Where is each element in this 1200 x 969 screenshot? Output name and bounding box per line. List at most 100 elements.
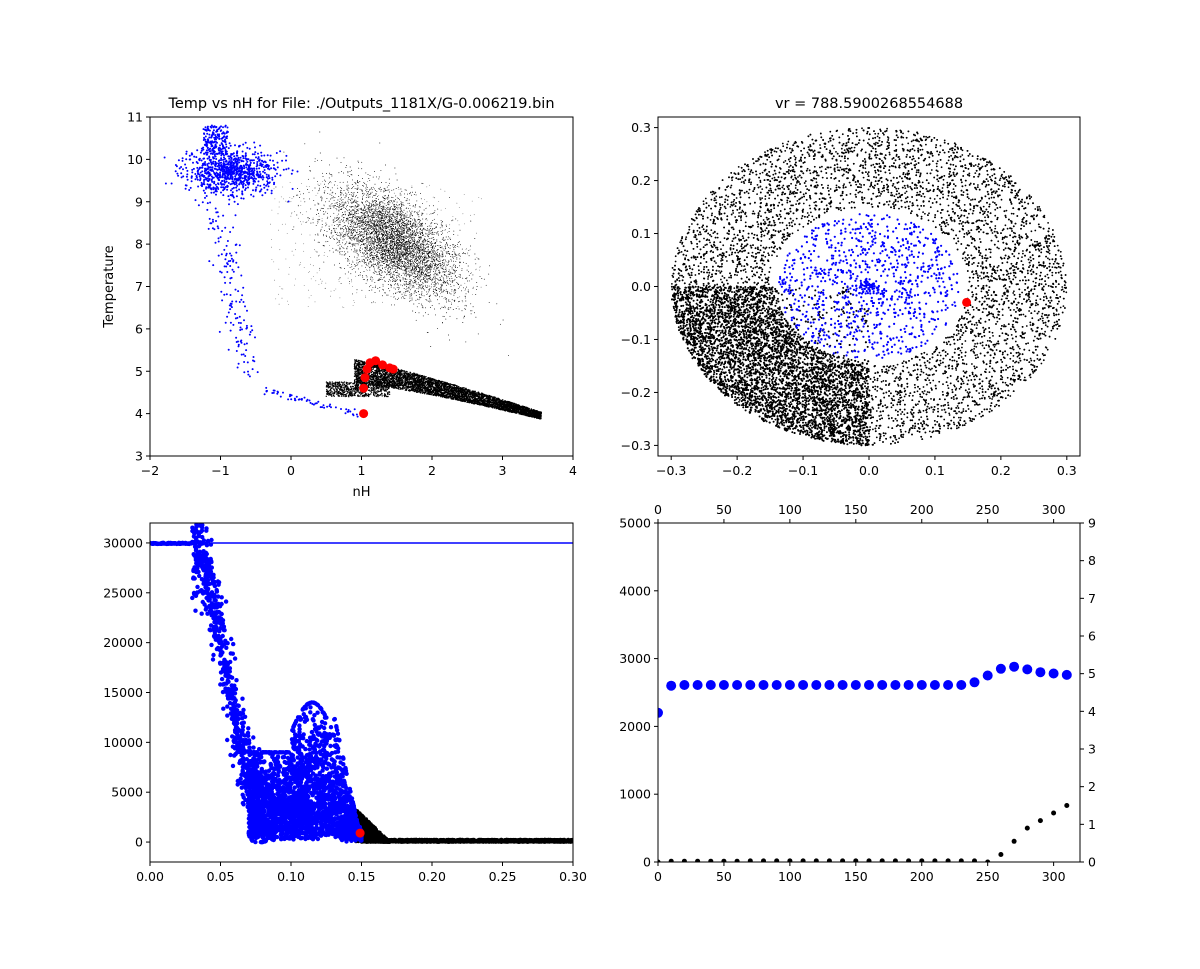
cloud-point bbox=[375, 212, 377, 214]
cloud-point bbox=[339, 251, 340, 253]
cloud-point bbox=[381, 219, 382, 221]
cloud-point bbox=[375, 221, 377, 223]
cloud-point bbox=[383, 227, 385, 229]
cloud-point bbox=[402, 254, 404, 256]
cloud-point bbox=[431, 258, 433, 260]
cloud-point bbox=[381, 201, 383, 203]
cloud-point bbox=[354, 187, 356, 189]
cloud-point bbox=[393, 252, 395, 254]
cloud-point bbox=[345, 253, 347, 255]
cloud-point bbox=[400, 226, 402, 228]
cloud-point bbox=[416, 256, 418, 258]
cloud-point bbox=[397, 246, 398, 248]
cloud-point bbox=[382, 208, 384, 210]
cloud-point bbox=[381, 279, 383, 280]
cloud-point bbox=[405, 295, 407, 297]
cloud-point bbox=[411, 254, 413, 256]
cloud-point bbox=[409, 276, 410, 278]
cloud-point bbox=[405, 212, 407, 214]
cloud-point bbox=[405, 236, 407, 238]
cloud-point bbox=[397, 223, 399, 225]
cloud-point bbox=[346, 247, 348, 249]
cloud-point bbox=[329, 250, 331, 252]
cloud-point bbox=[391, 233, 393, 234]
cloud-point bbox=[365, 243, 367, 245]
cloud-point bbox=[427, 246, 429, 248]
cloud-point bbox=[374, 194, 376, 196]
cloud-point bbox=[373, 263, 375, 265]
cloud-point bbox=[323, 191, 325, 193]
cloud-point bbox=[438, 290, 440, 292]
cloud-point bbox=[376, 242, 378, 244]
cloud-point bbox=[380, 255, 382, 257]
cloud-point bbox=[437, 251, 438, 253]
cloud-point bbox=[399, 268, 401, 270]
cloud-point bbox=[393, 271, 394, 273]
cloud-point bbox=[413, 244, 415, 246]
cloud-point bbox=[414, 272, 416, 274]
cloud-point bbox=[350, 273, 352, 275]
cloud-point bbox=[344, 192, 346, 194]
cloud-point bbox=[392, 249, 394, 251]
cloud-point bbox=[438, 279, 440, 281]
cloud-point bbox=[353, 206, 355, 208]
cloud-point bbox=[475, 316, 477, 318]
cloud-point bbox=[409, 275, 411, 277]
cloud-point bbox=[390, 206, 391, 208]
cloud-point bbox=[453, 249, 455, 251]
cloud-point bbox=[390, 196, 392, 198]
cloud-point bbox=[438, 254, 440, 256]
cloud-point bbox=[413, 194, 415, 195]
cloud-point bbox=[387, 216, 389, 218]
cloud-point bbox=[363, 219, 364, 221]
cloud-point bbox=[398, 231, 400, 233]
cloud-point bbox=[476, 288, 477, 290]
cloud-point bbox=[411, 186, 413, 188]
cloud-point bbox=[353, 245, 355, 246]
cloud-point bbox=[367, 195, 369, 197]
cloud-point bbox=[407, 230, 409, 232]
cloud-point bbox=[376, 190, 378, 192]
cloud-point bbox=[448, 269, 450, 271]
cloud-point bbox=[333, 205, 335, 207]
cloud-point bbox=[407, 246, 408, 248]
cloud-point bbox=[384, 256, 386, 258]
cloud-point bbox=[404, 253, 406, 255]
cloud-point bbox=[356, 251, 358, 253]
cloud-point bbox=[423, 273, 424, 274]
cloud-point bbox=[373, 206, 375, 208]
cloud-point bbox=[403, 253, 405, 255]
cloud-point bbox=[453, 270, 455, 272]
cloud-point bbox=[443, 264, 444, 266]
cloud-point bbox=[412, 269, 414, 271]
cloud-point bbox=[382, 228, 384, 230]
cloud-point bbox=[418, 302, 420, 304]
cloud-point bbox=[398, 234, 400, 236]
cloud-point bbox=[369, 204, 370, 206]
cloud-point bbox=[349, 175, 350, 177]
cloud-point bbox=[378, 290, 380, 292]
cloud-point bbox=[424, 270, 426, 272]
cloud-point bbox=[372, 196, 374, 198]
cloud-point bbox=[411, 245, 413, 247]
cloud-point bbox=[435, 227, 437, 228]
cloud-point bbox=[423, 238, 425, 240]
cloud-point bbox=[335, 207, 337, 209]
cloud-point bbox=[367, 200, 369, 202]
cloud-point bbox=[446, 226, 447, 228]
cloud-point bbox=[342, 214, 344, 216]
cloud-point bbox=[449, 339, 451, 341]
cloud-point bbox=[396, 275, 398, 277]
cloud-point bbox=[405, 284, 407, 286]
cloud-point bbox=[365, 282, 367, 284]
cloud-point bbox=[404, 214, 406, 216]
cloud-point bbox=[376, 254, 378, 256]
cloud-point bbox=[389, 202, 391, 204]
cloud-point bbox=[399, 239, 401, 241]
cloud-point bbox=[359, 225, 361, 227]
cloud-point bbox=[361, 261, 363, 262]
cloud-point bbox=[389, 229, 391, 231]
cloud-point bbox=[425, 257, 427, 259]
cloud-point bbox=[392, 221, 394, 223]
cloud-point bbox=[432, 237, 434, 239]
